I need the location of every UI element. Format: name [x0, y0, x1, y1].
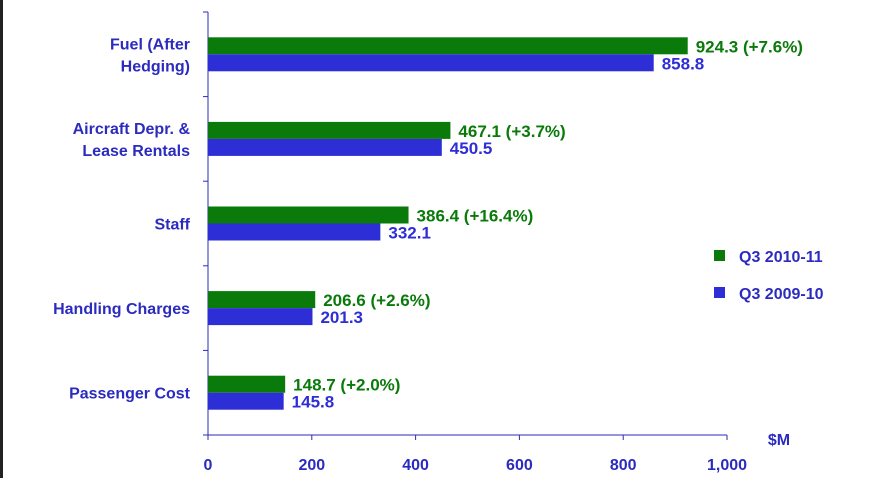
data-label: 386.4 (+16.4%) [417, 207, 534, 226]
x-tick-label: 400 [402, 457, 429, 474]
x-axis-unit-label: $M [768, 432, 790, 449]
x-tick-label: 0 [204, 457, 213, 474]
bar-q3-2010-11 [208, 375, 286, 393]
bar-q3-2010-11 [208, 206, 409, 224]
bar-q3-2010-11 [208, 121, 451, 139]
data-label: 206.6 (+2.6%) [323, 291, 430, 310]
bar-q3-2010-11 [208, 291, 316, 309]
bar-q3-2009-10 [208, 138, 442, 156]
x-tick-label: 600 [506, 457, 533, 474]
category-label: Aircraft Depr. & Lease Rentals [73, 121, 191, 160]
legend-swatch [714, 250, 725, 261]
bar-q3-2009-10 [208, 223, 381, 241]
x-tick-label: 800 [610, 457, 637, 474]
bar-chart: 0 200 400 600 800 1,000 $M Fuel (After Hedging) 9… [53, 11, 824, 474]
data-label: 858.8 [662, 54, 705, 73]
data-label: 201.3 [320, 308, 363, 327]
category-label: Staff [154, 217, 190, 234]
category-label: Passenger Cost [69, 386, 191, 403]
data-label: 467.1 (+3.7%) [458, 122, 565, 141]
legend-swatch [714, 287, 725, 298]
bar-q3-2009-10 [208, 54, 654, 72]
bar-q3-2010-11 [208, 37, 688, 55]
data-label: 924.3 (+7.6%) [696, 37, 803, 56]
bar-q3-2009-10 [208, 392, 284, 410]
x-tick-label: 200 [298, 457, 325, 474]
x-tick-label: 1,000 [707, 457, 747, 474]
category-label: Handling Charges [53, 301, 190, 318]
category-label: Fuel (After Hedging) [110, 36, 190, 75]
data-label: 450.5 [450, 139, 493, 158]
bar-q3-2009-10 [208, 308, 313, 326]
data-label: 332.1 [388, 224, 431, 243]
data-label: 145.8 [292, 393, 335, 412]
data-label: 148.7 (+2.0%) [293, 376, 400, 395]
legend-label: Q3 2010-11 [739, 249, 823, 266]
legend-label: Q3 2009-10 [739, 286, 824, 303]
